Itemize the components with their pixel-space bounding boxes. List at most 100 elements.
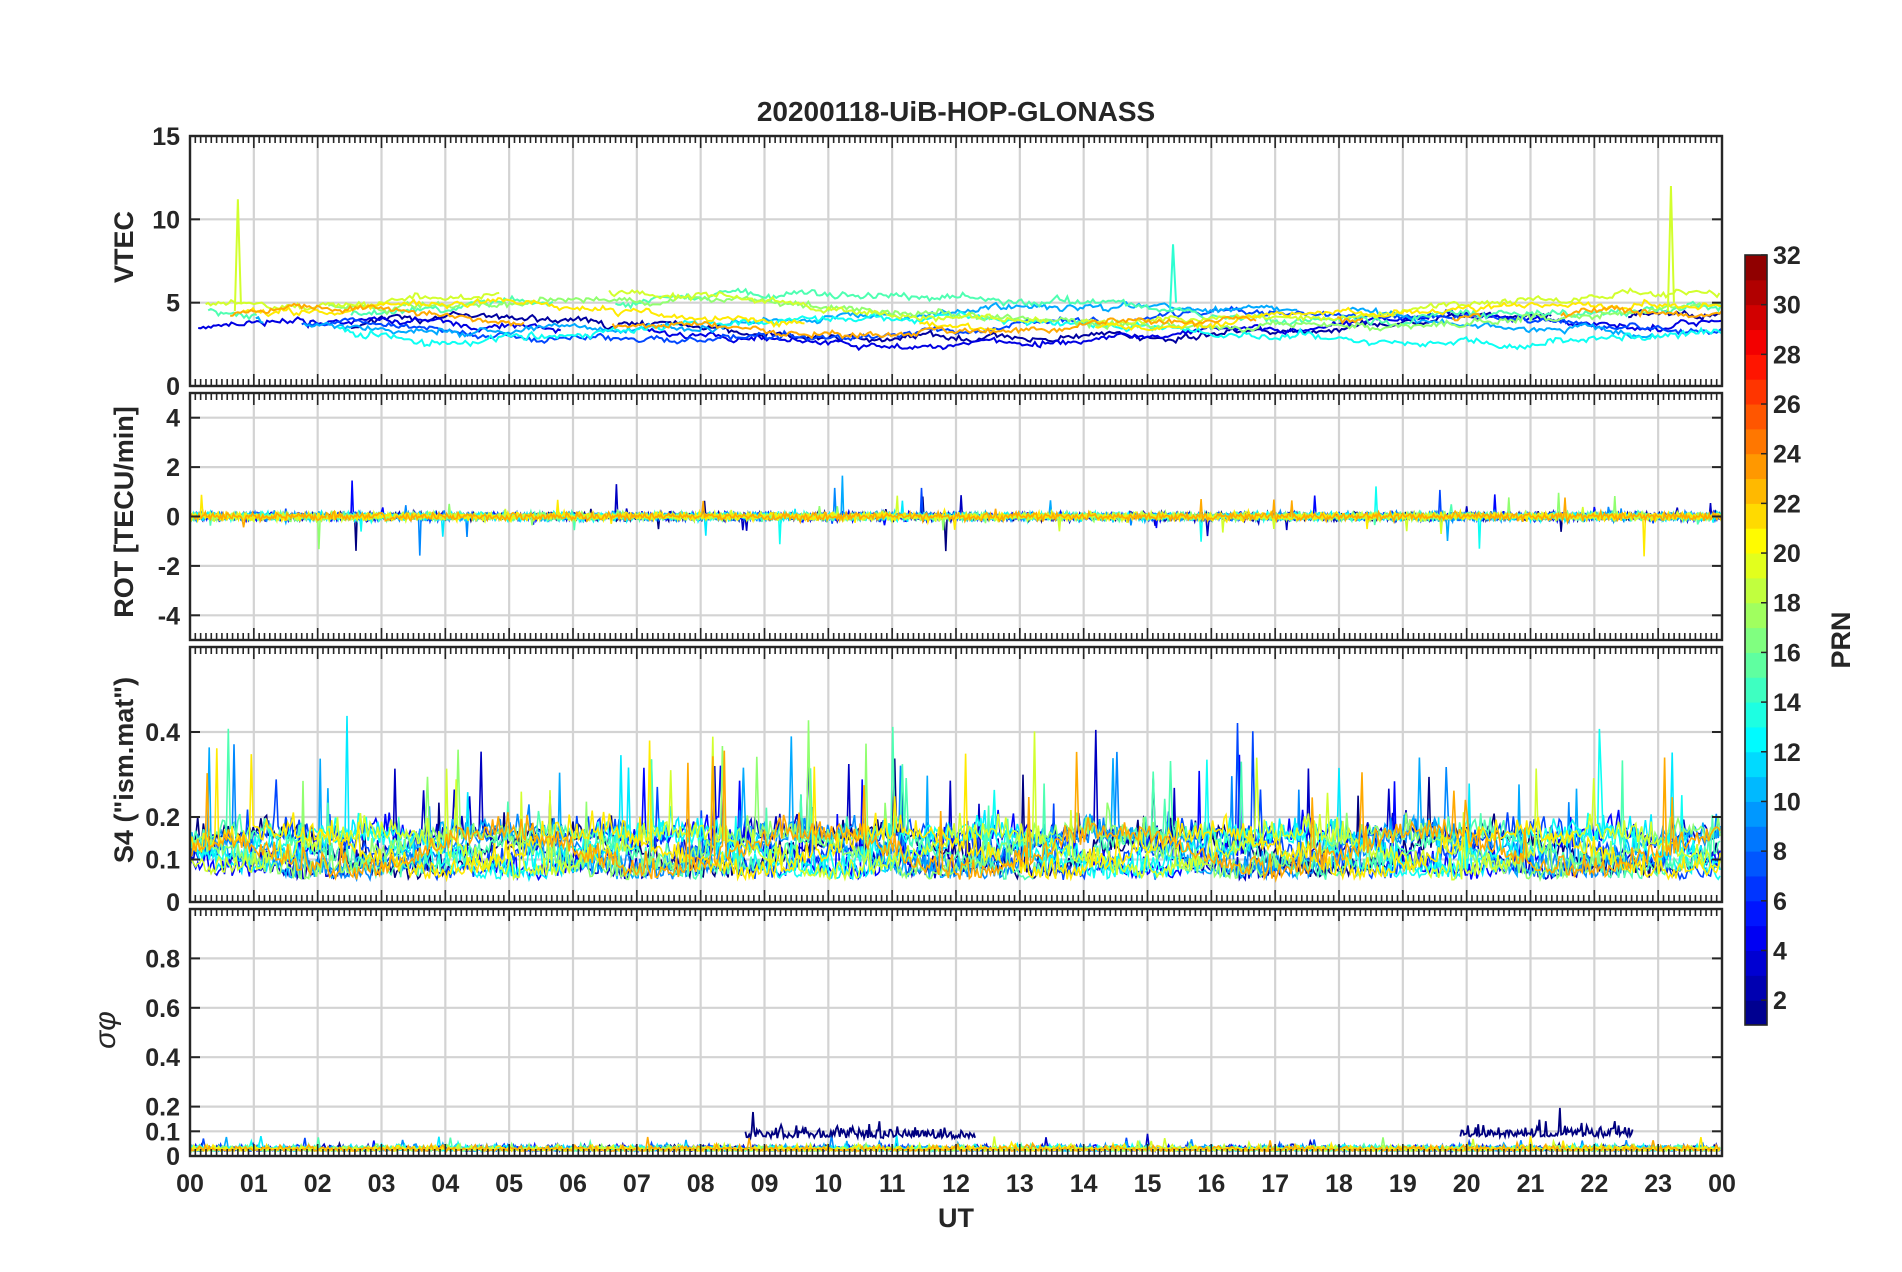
- x-tick-labels: 00 01 02 03 04 05 06 07 08 09 10 11 12 13 14 15 16 17 18 19…: [176, 1170, 1736, 1198]
- x-tick-label: 02: [304, 1170, 332, 1198]
- y-tick-label: 0.6: [145, 995, 180, 1023]
- vtec-spike: [1169, 244, 1178, 312]
- colorbar-segment: [1745, 702, 1767, 728]
- colorbar-frame: [1744, 254, 1768, 1026]
- y-tick-label: 0.4: [145, 1044, 180, 1072]
- sigma-phi-ticks: 00.10.2 0.4 0.6 0.8: [145, 909, 1723, 1171]
- colorbar-segment: [1745, 553, 1767, 579]
- x-tick-label: 11: [879, 1170, 906, 1198]
- colorbar-tick-label: 26: [1773, 391, 1801, 419]
- x-tick-label: 13: [1006, 1170, 1034, 1198]
- x-tick-label: 16: [1197, 1170, 1225, 1198]
- colorbar-tick-label: 20: [1773, 540, 1801, 568]
- s4-ticks: 0 0.1 0.2 0.4: [145, 647, 1723, 917]
- rot-lines: [190, 475, 1722, 557]
- colorbar-tick-label: 8: [1773, 838, 1787, 866]
- colorbar-segment: [1745, 677, 1767, 703]
- s4-series-line: [190, 740, 1721, 883]
- x-tick-label: 00: [176, 1170, 204, 1198]
- y-tick-label: 0.1: [145, 847, 180, 875]
- colorbar-segment: [1745, 851, 1767, 877]
- y-tick-label: 0: [166, 504, 180, 532]
- x-tick-label: 21: [1517, 1170, 1545, 1198]
- vtec-ylabel: VTEC: [109, 211, 139, 283]
- colorbar-segment: [1745, 751, 1767, 778]
- vtec-ticks: 0 5 10 15: [152, 123, 1723, 401]
- sigma-phi-ylabel: σφ: [89, 1011, 122, 1049]
- y-tick-label: 10: [152, 206, 180, 234]
- colorbar-segment: [1745, 528, 1767, 554]
- x-tick-label: 10: [814, 1170, 842, 1198]
- colorbar-tick-label: 32: [1773, 242, 1801, 270]
- y-tick-label: 4: [166, 405, 180, 433]
- colorbar-tick-label: 10: [1773, 788, 1801, 816]
- colorbar-tick-label: 22: [1773, 490, 1801, 518]
- y-tick-label: 0: [166, 889, 180, 917]
- y-tick-label: 5: [166, 290, 180, 318]
- colorbar-tick-label: 30: [1773, 292, 1801, 320]
- y-tick-label: 0: [166, 1143, 180, 1171]
- x-tick-label: 18: [1325, 1170, 1353, 1198]
- colorbar-tick-label: 24: [1773, 441, 1801, 469]
- s4-lines: [190, 715, 1721, 883]
- y-tick-label: 0.8: [145, 945, 180, 973]
- colorbar-segment: [1745, 503, 1767, 529]
- vtec-panel: 0 5 10 15 VTEC: [109, 123, 1724, 401]
- x-tick-label: 06: [559, 1170, 587, 1198]
- vtec-series-line: [327, 292, 1720, 333]
- x-tick-label: 15: [1134, 1170, 1162, 1198]
- rot-ticks: -4 -2 0 2 4: [158, 393, 1723, 640]
- colorbar-segment: [1745, 602, 1767, 629]
- sigma-phi-elevated-line: [744, 1111, 976, 1142]
- x-tick-label: 03: [368, 1170, 396, 1198]
- colorbar-tick-label: 6: [1773, 888, 1787, 916]
- colorbar-tick-label: 28: [1773, 341, 1801, 369]
- x-tick-label: 05: [495, 1170, 523, 1198]
- colorbar-segments: [1745, 255, 1767, 1026]
- x-tick-label: 14: [1070, 1170, 1098, 1198]
- chart-title: 20200118-UiB-HOP-GLONASS: [757, 96, 1155, 127]
- sigma-phi-panel: 00.10.2 0.4 0.6 0.8 σφ: [89, 907, 1724, 1171]
- y-tick-label: -2: [158, 553, 180, 581]
- colorbar-tick-label: 16: [1773, 639, 1801, 667]
- colorbar-segment: [1745, 577, 1767, 604]
- colorbar-segment: [1745, 428, 1767, 455]
- colorbar-segment: [1745, 1000, 1767, 1026]
- y-tick-label: 0.4: [145, 719, 180, 747]
- colorbar-segment: [1745, 950, 1767, 976]
- x-tick-label: 12: [942, 1170, 970, 1198]
- x-tick-label: 08: [687, 1170, 715, 1198]
- colorbar-segment: [1745, 776, 1767, 802]
- colorbar-segment: [1745, 255, 1767, 281]
- colorbar-segment: [1745, 329, 1767, 355]
- x-tick-label: 20: [1453, 1170, 1481, 1198]
- colorbar-segment: [1745, 801, 1767, 827]
- colorbar-segment: [1745, 652, 1767, 678]
- vtec-lines: [198, 185, 1722, 352]
- colorbar-segment: [1745, 453, 1767, 480]
- vtec-spike: [1666, 185, 1675, 312]
- colorbar-segment: [1745, 379, 1767, 405]
- colorbar-tick-label: 2: [1773, 987, 1787, 1015]
- colorbar-tick-label: 14: [1773, 689, 1801, 717]
- colorbar-segment: [1745, 726, 1767, 753]
- y-tick-label: 0.2: [145, 1094, 180, 1122]
- s4-series-line: [190, 731, 1721, 882]
- colorbar-segment: [1745, 304, 1767, 331]
- colorbar-segment: [1745, 354, 1767, 380]
- vtec-series-line: [301, 305, 1722, 345]
- x-tick-label: 19: [1389, 1170, 1417, 1198]
- x-tick-label: 22: [1580, 1170, 1608, 1198]
- x-tick-label: 07: [623, 1170, 651, 1198]
- colorbar-segment: [1745, 900, 1767, 927]
- colorbar-tick-label: 18: [1773, 590, 1801, 618]
- s4-series-line: [190, 750, 1721, 883]
- colorbar-segment: [1745, 925, 1767, 951]
- y-tick-label: 0: [166, 373, 180, 401]
- colorbar-segment: [1745, 975, 1767, 1001]
- rot-series-line: [190, 497, 1722, 528]
- vtec-spike: [233, 199, 242, 312]
- x-tick-label: 00: [1708, 1170, 1736, 1198]
